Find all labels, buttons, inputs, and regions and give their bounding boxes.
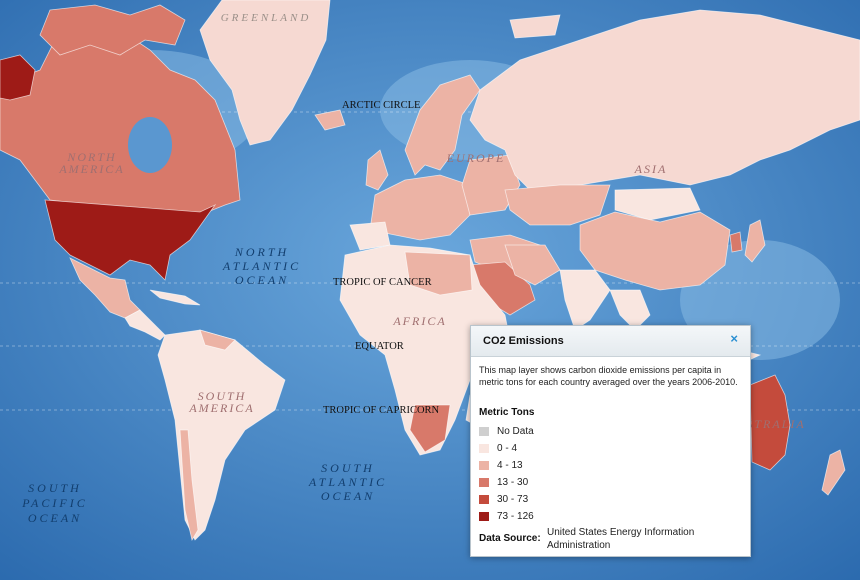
label-africa: AFRICA [392, 314, 446, 328]
label-north-atlantic-1: NORTH [234, 245, 289, 259]
data-source-value: United States Energy Information Adminis… [547, 527, 695, 551]
label-arctic-circle: ARCTIC CIRCLE [342, 100, 420, 111]
legend-swatch [479, 478, 489, 487]
label-north-america-1: NORTH [66, 150, 116, 164]
legend-row: 30 - 73 [479, 491, 534, 508]
country-india[interactable] [559, 269, 611, 331]
co2-emissions-popup: CO2 Emissions × This map layer shows car… [470, 325, 751, 557]
legend-row: 4 - 13 [479, 457, 534, 474]
legend-swatch [479, 444, 489, 453]
legend-row: No Data [479, 423, 534, 440]
legend-swatch [479, 427, 489, 436]
country-greenland[interactable] [199, 0, 331, 146]
country-alaska[interactable] [0, 54, 36, 101]
country-arctic-islands[interactable] [509, 14, 561, 39]
country-scandinavia[interactable] [404, 74, 481, 176]
legend-label: No Data [497, 426, 534, 437]
country-south-africa[interactable] [409, 404, 451, 453]
country-china[interactable] [579, 211, 731, 291]
country-southeast-asia[interactable] [609, 289, 651, 331]
label-south-pacific-1: SOUTH [28, 481, 82, 495]
legend-label: 30 - 73 [497, 494, 529, 505]
legend-label: 0 - 4 [497, 443, 518, 454]
hudson-bay [128, 117, 172, 173]
country-chile[interactable] [179, 429, 199, 542]
label-tropic-capricorn: TROPIC OF CAPRICORN [323, 405, 440, 416]
country-japan[interactable] [744, 219, 766, 263]
close-icon[interactable]: × [730, 331, 738, 346]
country-central-america[interactable] [124, 309, 166, 341]
country-cuba[interactable] [149, 289, 201, 306]
country-new-zealand[interactable] [821, 449, 846, 496]
country-venezuela[interactable] [199, 329, 236, 351]
label-north-america-2: AMERICA [58, 162, 124, 176]
legend: No Data 0 - 4 4 - 13 13 - 30 30 - 73 73 - 126 [479, 423, 534, 525]
country-canada-islands[interactable] [39, 4, 186, 56]
label-south-atlantic-1: SOUTH [321, 461, 375, 475]
popup-description: This map layer shows carbon dioxide emis… [479, 365, 738, 387]
label-south-america-2: AMERICA [188, 401, 254, 415]
label-south-atlantic-3: OCEAN [321, 489, 375, 503]
legend-row: 0 - 4 [479, 440, 534, 457]
label-south-pacific-2: PACIFIC [21, 496, 87, 510]
country-uk[interactable] [365, 149, 389, 191]
label-asia: ASIA [634, 162, 668, 176]
legend-row: 13 - 30 [479, 474, 534, 491]
legend-swatch [479, 461, 489, 470]
legend-title: Metric Tons [479, 407, 535, 418]
legend-row: 73 - 126 [479, 508, 534, 525]
legend-swatch [479, 495, 489, 504]
country-iceland[interactable] [314, 109, 346, 131]
data-source-label: Data Source: [479, 533, 541, 544]
label-north-atlantic-3: OCEAN [235, 273, 289, 287]
label-south-america-1: SOUTH [198, 389, 247, 403]
country-iran[interactable] [504, 244, 561, 286]
country-mongolia[interactable] [614, 187, 701, 221]
label-greenland: GREENLAND [221, 12, 312, 24]
label-europe: EUROPE [446, 151, 506, 165]
country-australia[interactable] [749, 374, 791, 471]
country-africa[interactable] [339, 244, 511, 456]
country-usa[interactable] [44, 199, 217, 281]
popup-title: CO2 Emissions [483, 335, 564, 347]
country-north-africa[interactable] [404, 251, 473, 296]
legend-label: 4 - 13 [497, 460, 523, 471]
legend-label: 73 - 126 [497, 511, 534, 522]
country-kazakhstan[interactable] [504, 184, 611, 226]
label-south-atlantic-2: ATLANTIC [308, 475, 387, 489]
legend-label: 13 - 30 [497, 477, 529, 488]
label-tropic-cancer: TROPIC OF CANCER [333, 277, 432, 288]
country-korea[interactable] [729, 231, 743, 253]
label-north-atlantic-2: ATLANTIC [222, 259, 301, 273]
country-russia[interactable] [469, 9, 860, 191]
label-equator: EQUATOR [355, 341, 404, 352]
popup-header: CO2 Emissions × [471, 326, 750, 357]
label-south-pacific-3: OCEAN [28, 511, 82, 525]
legend-swatch [479, 512, 489, 521]
